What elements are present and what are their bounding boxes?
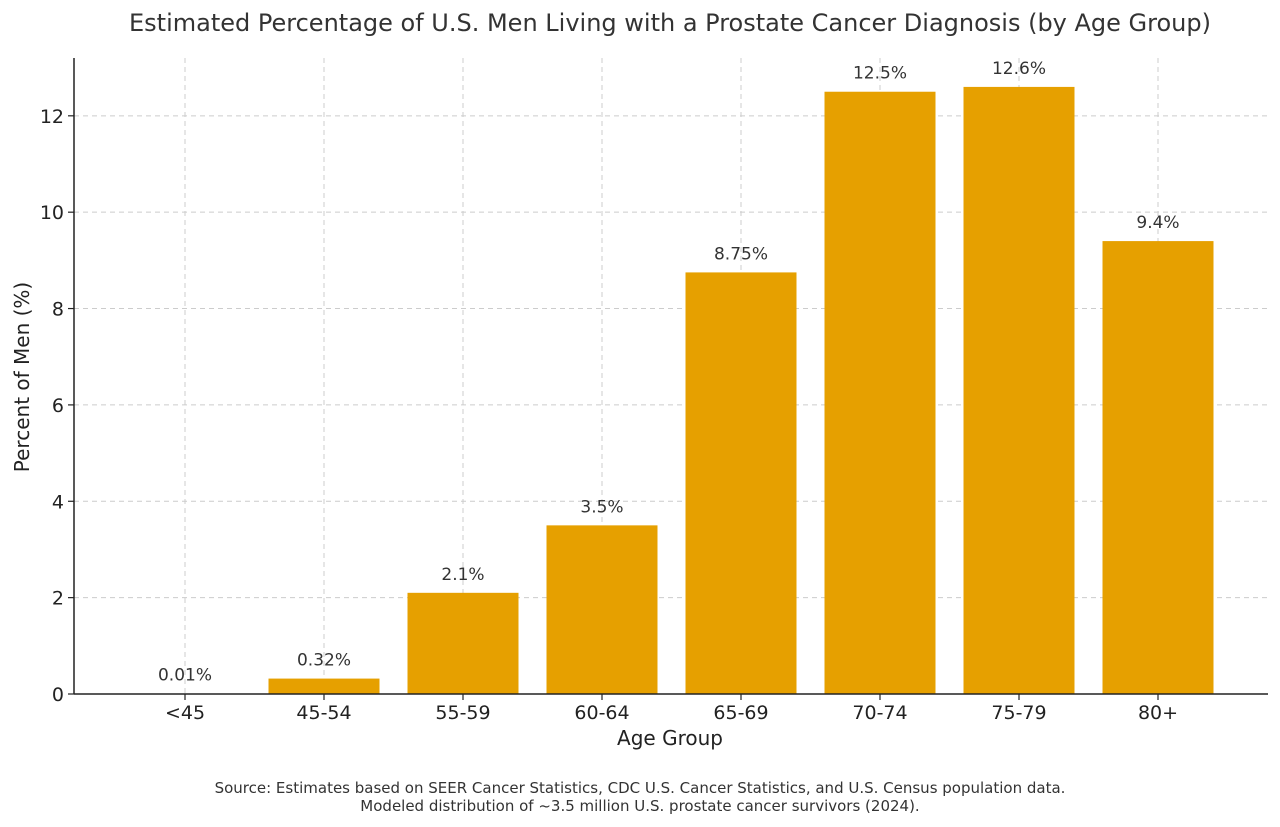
x-tick-label-5: 70-74	[852, 702, 907, 724]
bar-1	[268, 678, 380, 694]
data-labels-layer: 0.01% 0.32% 2.1% 3.5% 8.75% 12.5% 12.6% 9.4%	[158, 59, 1180, 686]
data-label-1: 0.32%	[297, 651, 351, 671]
bar-6	[963, 86, 1075, 695]
bar-5	[824, 91, 936, 694]
x-tick-label-7: 80+	[1138, 702, 1178, 724]
y-tick-label-3: 6	[52, 395, 64, 417]
x-axis-label: Age Group	[617, 726, 723, 750]
axes-layer	[73, 58, 1268, 695]
chart-title: Estimated Percentage of U.S. Men Living …	[129, 9, 1211, 37]
data-label-3: 3.5%	[580, 497, 623, 517]
y-axis-label: Percent of Men (%)	[10, 282, 34, 472]
data-label-7: 9.4%	[1136, 213, 1179, 233]
source-line-1: Source: Estimates based on SEER Cancer S…	[215, 779, 1066, 797]
data-label-5: 12.5%	[853, 64, 907, 84]
bar-7	[1102, 241, 1214, 694]
bar-2	[407, 592, 519, 694]
y-tick-label-4: 8	[52, 299, 64, 321]
source-line-2: Modeled distribution of ~3.5 million U.S…	[360, 797, 919, 815]
x-tick-label-3: 60-64	[574, 702, 629, 724]
x-tick-label-1: 45-54	[296, 702, 351, 724]
bar-3	[546, 525, 658, 694]
data-label-6: 12.6%	[992, 59, 1046, 79]
y-tick-labels: 0 2 4 6 8 10 12	[40, 106, 74, 706]
y-tick-label-5: 10	[40, 202, 64, 224]
y-tick-label-2: 4	[52, 491, 64, 513]
bars-layer	[129, 86, 1214, 695]
x-tick-labels: <45 45-54 55-59 60-64 65-69 70-74 75-79 80+	[165, 694, 1178, 724]
y-tick-label-0: 0	[52, 684, 64, 706]
grid-layer	[74, 58, 1268, 694]
x-tick-label-4: 65-69	[713, 702, 768, 724]
y-tick-label-1: 2	[52, 588, 64, 610]
x-tick-label-0: <45	[165, 702, 205, 724]
data-label-4: 8.75%	[714, 244, 768, 264]
data-label-2: 2.1%	[441, 565, 484, 585]
y-tick-label-6: 12	[40, 106, 64, 128]
data-label-0: 0.01%	[158, 666, 212, 686]
x-tick-label-2: 55-59	[435, 702, 490, 724]
x-tick-label-6: 75-79	[991, 702, 1046, 724]
bar-4	[685, 272, 797, 694]
